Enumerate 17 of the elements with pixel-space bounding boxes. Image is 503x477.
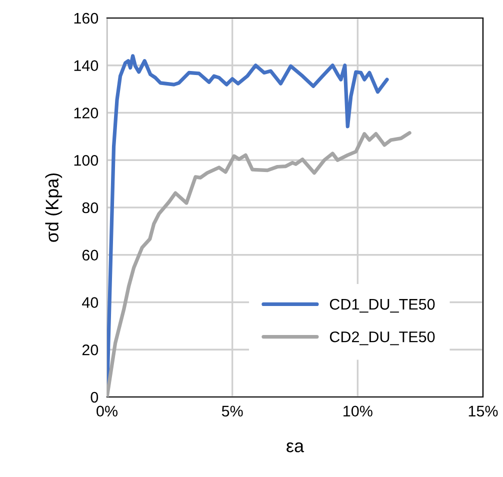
x-tick-label: 0% (96, 406, 118, 417)
y-tick-label: 60 (82, 250, 98, 261)
y-axis-title: σd (Kpa) (45, 173, 62, 242)
y-tick-label: 140 (74, 60, 98, 72)
y-tick-label: 80 (82, 202, 98, 214)
legend-label: CD1_DU_TE50 (330, 298, 435, 313)
y-tick-label: 120 (74, 108, 98, 118)
legend-label: CD2_DU_TE50 (330, 331, 435, 346)
x-tick-label: 15% (468, 406, 498, 417)
x-tick-label: 5% (222, 406, 243, 417)
y-tick-label: 20 (82, 344, 98, 356)
y-tick-label: 100 (74, 154, 98, 166)
y-tick-label: 40 (82, 297, 98, 308)
x-axis-title: εa (286, 442, 304, 452)
y-tick-label: 160 (74, 12, 98, 24)
x-tick-label: 10% (344, 406, 372, 417)
y-tick-label: 0 (90, 392, 98, 403)
